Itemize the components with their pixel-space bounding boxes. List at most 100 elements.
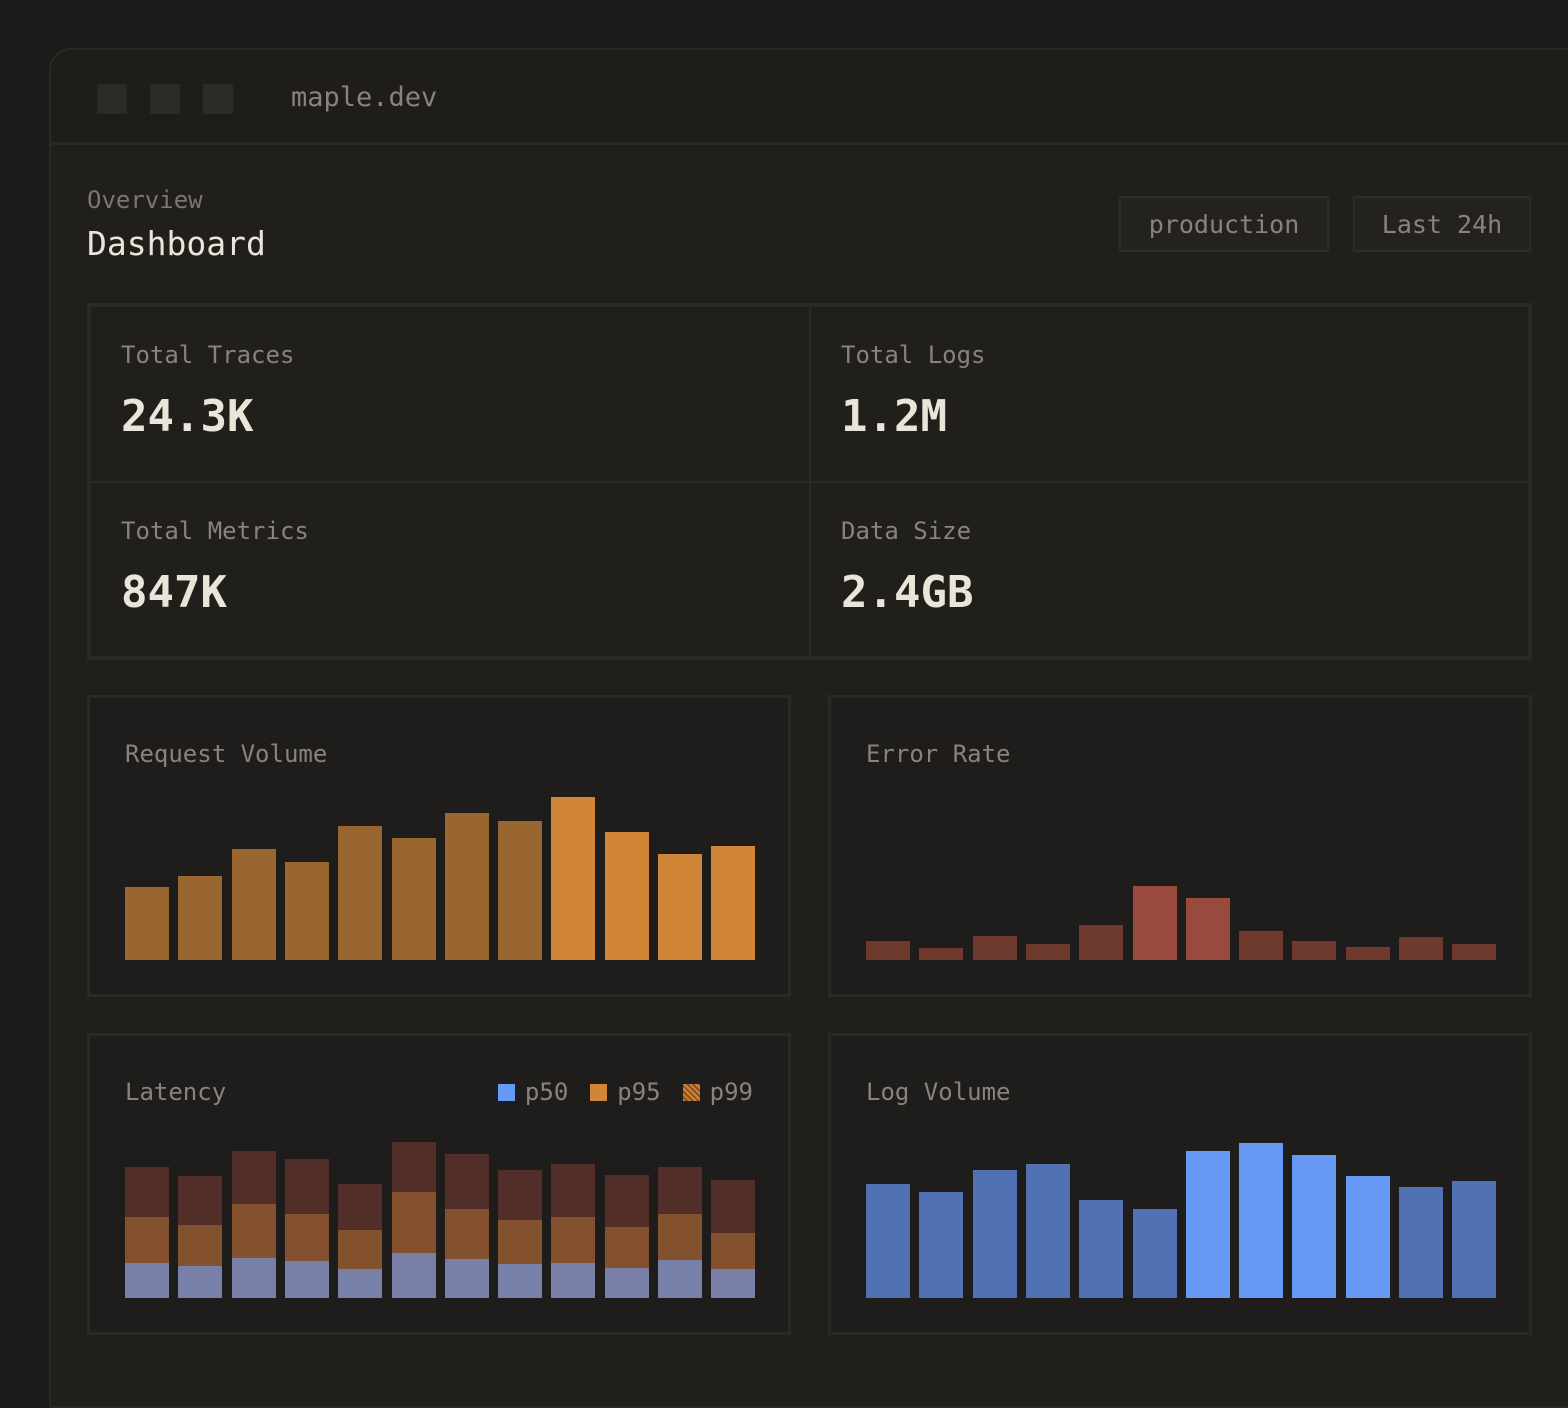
latency-plot xyxy=(125,1126,756,1298)
error-rate-card: Error Rate xyxy=(828,695,1532,997)
breadcrumb[interactable]: Overview xyxy=(87,186,203,214)
legend-swatch xyxy=(497,1083,515,1101)
bar-p99 xyxy=(125,1167,169,1217)
stat-value: 847K xyxy=(121,566,227,618)
chart-title: Latency xyxy=(125,1078,227,1106)
url-label: maple.dev xyxy=(291,82,438,113)
stat-total-traces: Total Traces 24.3K xyxy=(90,306,810,482)
legend-p99: p99 xyxy=(682,1078,753,1106)
bar xyxy=(1292,941,1337,960)
bar xyxy=(1452,944,1497,960)
bar xyxy=(444,813,489,960)
stat-value: 2.4GB xyxy=(841,566,974,618)
legend-p95: p95 xyxy=(590,1078,661,1106)
bar xyxy=(1132,1209,1177,1298)
request-volume-card: Request Volume xyxy=(87,695,791,997)
bar-p50 xyxy=(231,1258,276,1298)
browser-window: maple.dev Overview Dashboard production … xyxy=(49,48,1568,1408)
title-bar: maple.dev xyxy=(51,50,1568,145)
bar xyxy=(1185,1151,1230,1298)
bar-p95 xyxy=(391,1192,436,1253)
stat-label: Total Traces xyxy=(121,341,295,369)
page-title: Dashboard xyxy=(87,224,266,263)
log-volume-card: Log Volume xyxy=(828,1033,1532,1335)
window-control-maximize[interactable] xyxy=(203,84,233,114)
stat-total-logs: Total Logs 1.2M xyxy=(810,306,1529,482)
bar xyxy=(1345,1176,1390,1298)
bar xyxy=(919,1192,964,1298)
bar-p50 xyxy=(178,1266,223,1298)
bar xyxy=(1079,925,1124,960)
error-rate-plot xyxy=(866,788,1497,960)
stat-value: 1.2M xyxy=(841,391,947,442)
bar xyxy=(1452,1181,1497,1298)
bar-p95 xyxy=(338,1230,383,1269)
bar-p50 xyxy=(338,1269,383,1298)
legend-label: p95 xyxy=(617,1078,661,1106)
bar-p99 xyxy=(444,1154,489,1209)
bar-p50 xyxy=(125,1263,169,1298)
bar xyxy=(604,832,649,960)
bar xyxy=(1292,1155,1337,1298)
bar-p99 xyxy=(658,1167,702,1214)
stat-label: Total Logs xyxy=(841,341,986,369)
bar-p99 xyxy=(711,1180,756,1233)
bar-p95 xyxy=(551,1217,596,1263)
bar-p99 xyxy=(604,1175,649,1227)
bar xyxy=(498,821,543,960)
bar xyxy=(866,1184,910,1298)
bar xyxy=(919,948,964,960)
bar-p95 xyxy=(284,1214,329,1261)
bar xyxy=(1079,1200,1124,1298)
stats-grid: Total Traces 24.3K Total Logs 1.2M Total M… xyxy=(87,303,1532,660)
stat-data-size: Data Size 2.4GB xyxy=(810,481,1529,657)
bar-p99 xyxy=(178,1176,223,1225)
bar xyxy=(866,941,910,960)
bar-p99 xyxy=(551,1164,596,1217)
bar xyxy=(1025,1164,1070,1298)
log-volume-plot xyxy=(866,1126,1497,1298)
bar-p50 xyxy=(711,1269,756,1298)
bar xyxy=(1185,898,1230,960)
bar-p99 xyxy=(284,1159,329,1214)
latency-legend: p50 p95 p99 xyxy=(497,1078,753,1106)
bar-p50 xyxy=(391,1253,436,1298)
bar-p95 xyxy=(444,1209,489,1259)
bar xyxy=(711,846,756,960)
environment-selector[interactable]: production xyxy=(1119,196,1329,252)
bar-p50 xyxy=(444,1259,489,1298)
bar-p99 xyxy=(391,1142,436,1192)
bar-p95 xyxy=(711,1233,756,1269)
bar xyxy=(284,862,329,960)
bar xyxy=(231,849,276,960)
bar xyxy=(1239,931,1284,960)
stat-label: Data Size xyxy=(841,516,972,545)
bar xyxy=(178,876,223,960)
window-control-minimize[interactable] xyxy=(150,84,180,114)
bar xyxy=(972,936,1017,960)
bar xyxy=(1399,937,1443,960)
legend-label: p50 xyxy=(524,1078,569,1106)
chart-title: Request Volume xyxy=(125,740,328,768)
bar xyxy=(338,826,383,960)
bar xyxy=(1025,944,1070,960)
latency-card: Latency p50 p95 p99 xyxy=(87,1033,791,1335)
bar xyxy=(1345,947,1390,960)
bar xyxy=(658,854,702,960)
time-range-selector[interactable]: Last 24h xyxy=(1353,196,1531,252)
bar xyxy=(551,797,596,960)
request-volume-plot xyxy=(125,788,756,960)
legend-swatch xyxy=(682,1083,700,1101)
bar-p95 xyxy=(498,1220,543,1264)
bar-p50 xyxy=(551,1263,596,1298)
legend-p50: p50 xyxy=(497,1078,569,1106)
window-control-close[interactable] xyxy=(97,84,127,114)
bar xyxy=(1399,1187,1443,1298)
chart-title: Error Rate xyxy=(866,740,1011,768)
legend-swatch xyxy=(590,1083,608,1101)
chart-title: Log Volume xyxy=(866,1078,1011,1106)
bar-p50 xyxy=(498,1264,543,1298)
bar-p95 xyxy=(178,1225,223,1266)
bar-p50 xyxy=(604,1268,649,1298)
bar xyxy=(1239,1143,1284,1298)
